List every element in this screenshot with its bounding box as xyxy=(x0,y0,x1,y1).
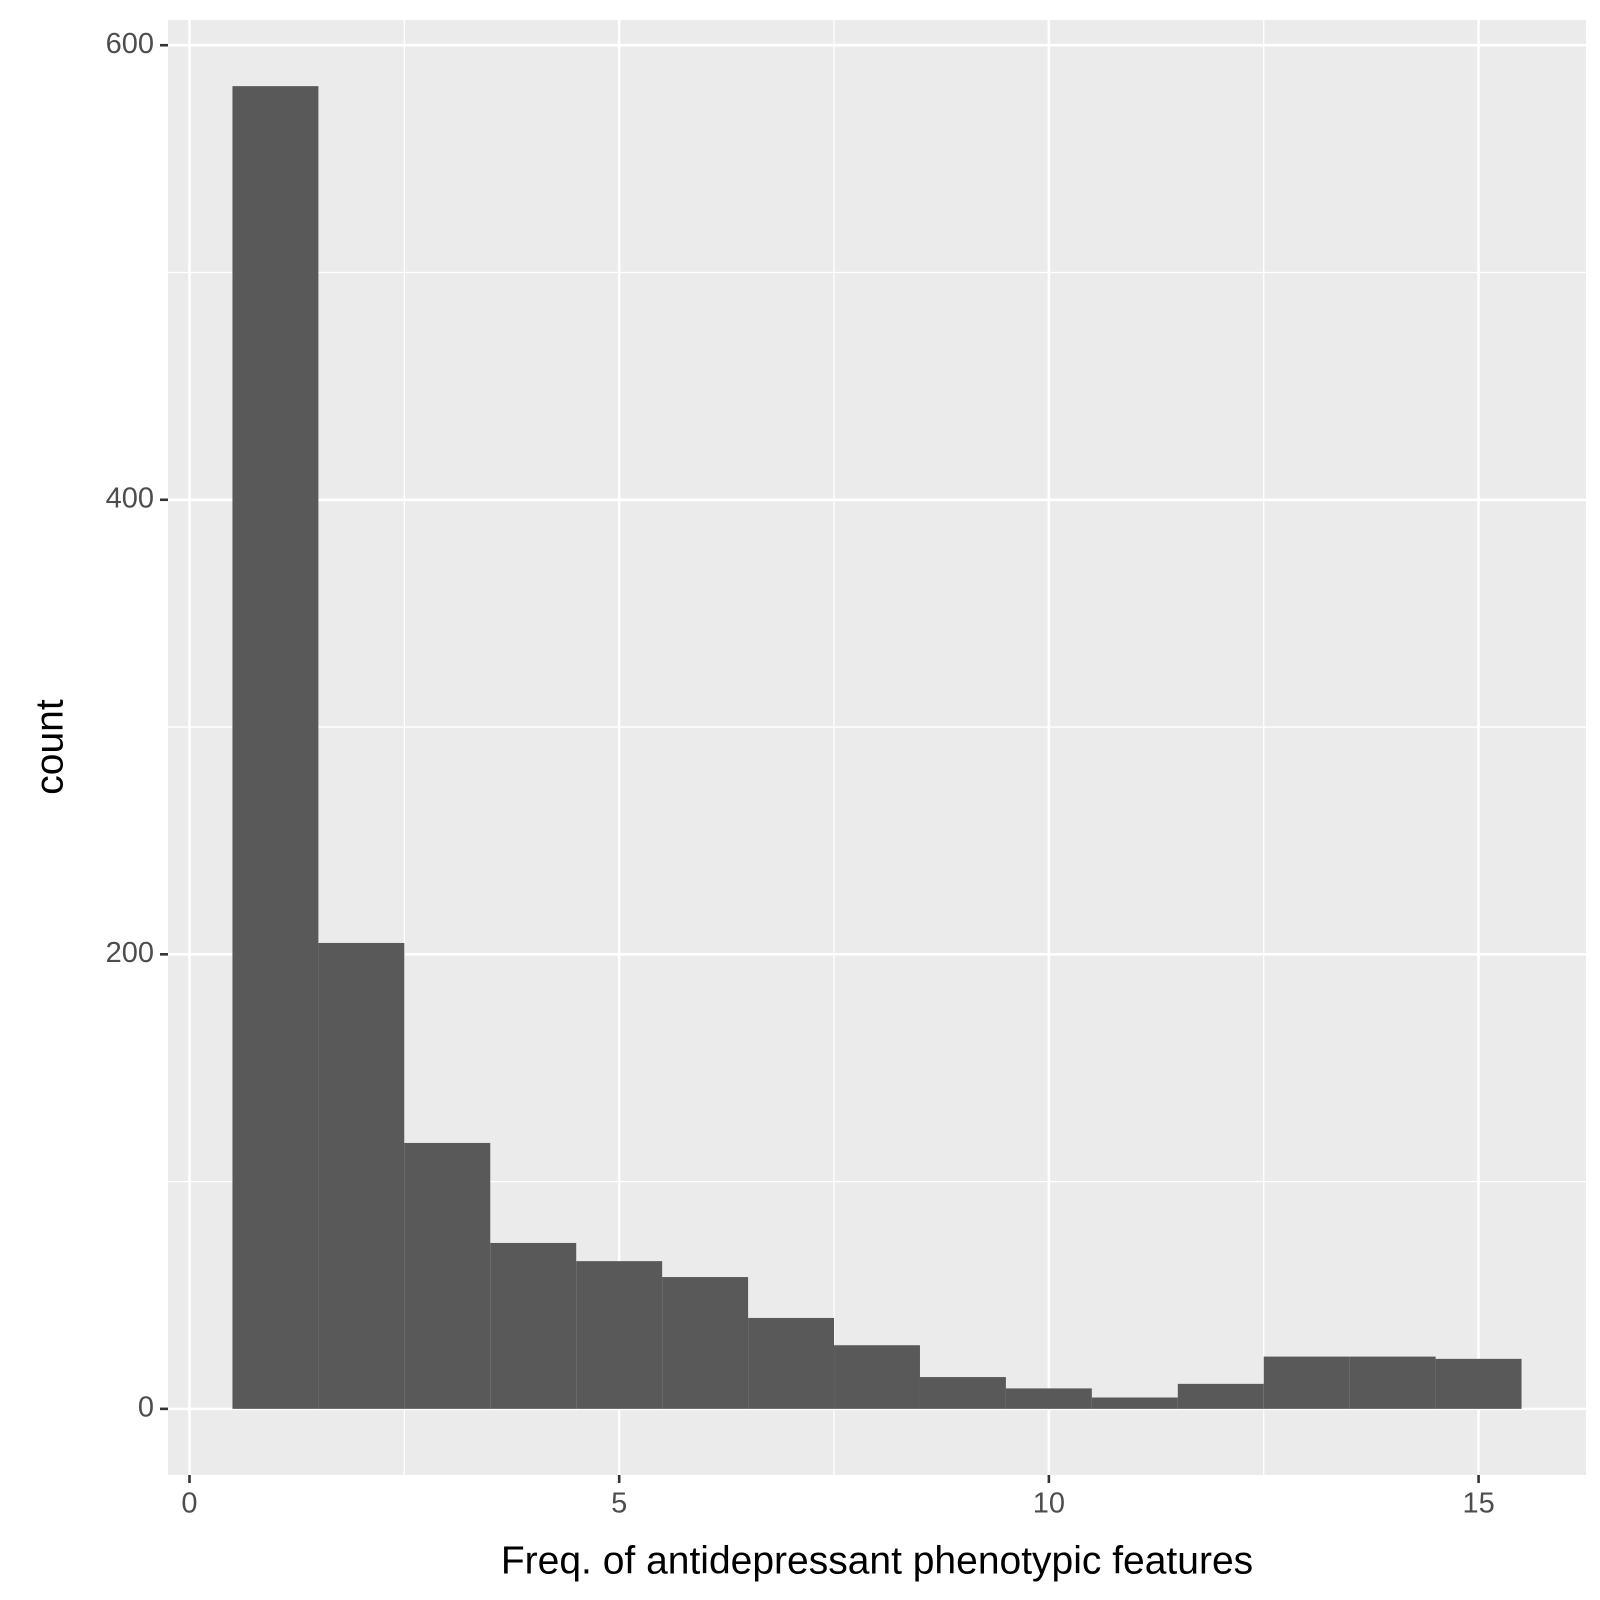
bar xyxy=(1005,1388,1092,1409)
bar xyxy=(318,942,405,1409)
y-tick-label: 400 xyxy=(106,482,154,514)
bar xyxy=(576,1261,663,1409)
y-tick-label: 600 xyxy=(106,28,154,60)
x-tick-label: 5 xyxy=(611,1488,627,1520)
bar xyxy=(748,1317,835,1409)
x-tick-label: 0 xyxy=(181,1488,197,1520)
bar xyxy=(1177,1383,1264,1409)
bar xyxy=(919,1377,1006,1409)
bar xyxy=(490,1242,577,1409)
x-tick-label: 15 xyxy=(1462,1488,1494,1520)
bar xyxy=(1349,1356,1436,1409)
bar xyxy=(1263,1356,1350,1409)
bar xyxy=(662,1277,749,1409)
bar xyxy=(404,1142,491,1409)
bar xyxy=(834,1345,920,1409)
y-tick-label: 200 xyxy=(106,937,154,969)
x-axis-title: Freq. of antidepressant phenotypic featu… xyxy=(501,1539,1253,1582)
y-tick-label: 0 xyxy=(138,1392,154,1424)
bar xyxy=(232,86,319,1409)
bar xyxy=(1435,1358,1522,1409)
bar xyxy=(1091,1397,1178,1409)
x-tick-label: 10 xyxy=(1033,1488,1065,1520)
y-axis-title: count xyxy=(28,699,71,795)
